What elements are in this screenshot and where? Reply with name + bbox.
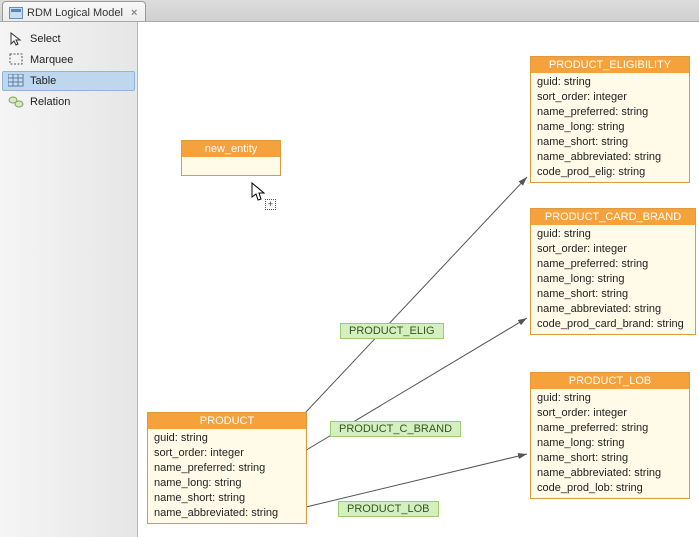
- table-icon: [8, 74, 24, 88]
- field: name_abbreviated: string: [537, 466, 683, 481]
- tool-palette: Select Marquee Table Relation: [0, 22, 138, 537]
- entity-body: guid: string sort_order: integer name_pr…: [531, 73, 689, 182]
- tab-bar: RDM Logical Model ×: [0, 0, 699, 22]
- rel-label-text: PRODUCT_LOB: [347, 503, 430, 515]
- entity-header: new_entity: [182, 141, 280, 157]
- model-icon: [9, 7, 23, 19]
- tool-select[interactable]: Select: [2, 29, 135, 49]
- field: name_long: string: [537, 120, 683, 135]
- entity-lob[interactable]: PRODUCT_LOB guid: string sort_order: int…: [530, 372, 690, 499]
- entity-header: PRODUCT_ELIGIBILITY: [531, 57, 689, 73]
- field: name_long: string: [154, 476, 300, 491]
- field: sort_order: integer: [537, 406, 683, 421]
- rel-label-cbrand[interactable]: PRODUCT_C_BRAND: [330, 421, 461, 437]
- entity-new[interactable]: new_entity: [181, 140, 281, 176]
- rel-label-lob[interactable]: PRODUCT_LOB: [338, 501, 439, 517]
- field: name_preferred: string: [154, 461, 300, 476]
- field: sort_order: integer: [537, 90, 683, 105]
- field: name_short: string: [537, 135, 683, 150]
- tool-label: Relation: [30, 96, 70, 108]
- tool-marquee[interactable]: Marquee: [2, 50, 135, 70]
- field: guid: string: [537, 391, 683, 406]
- arrow-icon: [8, 32, 24, 46]
- field: name_short: string: [537, 287, 689, 302]
- field: name_abbreviated: string: [154, 506, 300, 521]
- tool-relation[interactable]: Relation: [2, 92, 135, 112]
- field: name_preferred: string: [537, 421, 683, 436]
- rel-label-elig[interactable]: PRODUCT_ELIG: [340, 323, 444, 339]
- entity-body: guid: string sort_order: integer name_pr…: [148, 429, 306, 523]
- plus-indicator: +: [265, 199, 276, 210]
- field: name_abbreviated: string: [537, 302, 689, 317]
- marquee-icon: [8, 53, 24, 67]
- rel-label-text: PRODUCT_ELIG: [349, 325, 435, 337]
- entity-header: PRODUCT: [148, 413, 306, 429]
- field: sort_order: integer: [537, 242, 689, 257]
- entity-header: PRODUCT_LOB: [531, 373, 689, 389]
- rel-label-text: PRODUCT_C_BRAND: [339, 423, 452, 435]
- entity-eligibility[interactable]: PRODUCT_ELIGIBILITY guid: string sort_or…: [530, 56, 690, 183]
- field: guid: string: [537, 75, 683, 90]
- field: name_long: string: [537, 436, 683, 451]
- entity-product[interactable]: PRODUCT guid: string sort_order: integer…: [147, 412, 307, 524]
- entity-body: guid: string sort_order: integer name_pr…: [531, 225, 695, 334]
- field: guid: string: [537, 227, 689, 242]
- tool-label: Table: [30, 75, 56, 87]
- field: name_long: string: [537, 272, 689, 287]
- field: name_preferred: string: [537, 105, 683, 120]
- field: name_short: string: [537, 451, 683, 466]
- entity-header: PRODUCT_CARD_BRAND: [531, 209, 695, 225]
- tool-label: Marquee: [30, 54, 73, 66]
- entity-body: [182, 157, 280, 175]
- field: sort_order: integer: [154, 446, 300, 461]
- relation-icon: [8, 95, 24, 109]
- field: name_abbreviated: string: [537, 150, 683, 165]
- field: guid: string: [154, 431, 300, 446]
- field: code_prod_card_brand: string: [537, 317, 689, 332]
- field: name_short: string: [154, 491, 300, 506]
- field: name_preferred: string: [537, 257, 689, 272]
- diagram-canvas[interactable]: new_entity + PRODUCT guid: string sort_o…: [138, 22, 699, 537]
- tab-rdm-logical-model[interactable]: RDM Logical Model ×: [2, 1, 146, 21]
- tab-title: RDM Logical Model: [27, 7, 123, 19]
- field: code_prod_lob: string: [537, 481, 683, 496]
- field: code_prod_elig: string: [537, 165, 683, 180]
- window: RDM Logical Model × Select Marquee Table: [0, 0, 699, 537]
- entity-card-brand[interactable]: PRODUCT_CARD_BRAND guid: string sort_ord…: [530, 208, 696, 335]
- tool-label: Select: [30, 33, 61, 45]
- close-icon[interactable]: ×: [131, 7, 137, 19]
- entity-body: guid: string sort_order: integer name_pr…: [531, 389, 689, 498]
- tool-table[interactable]: Table: [2, 71, 135, 91]
